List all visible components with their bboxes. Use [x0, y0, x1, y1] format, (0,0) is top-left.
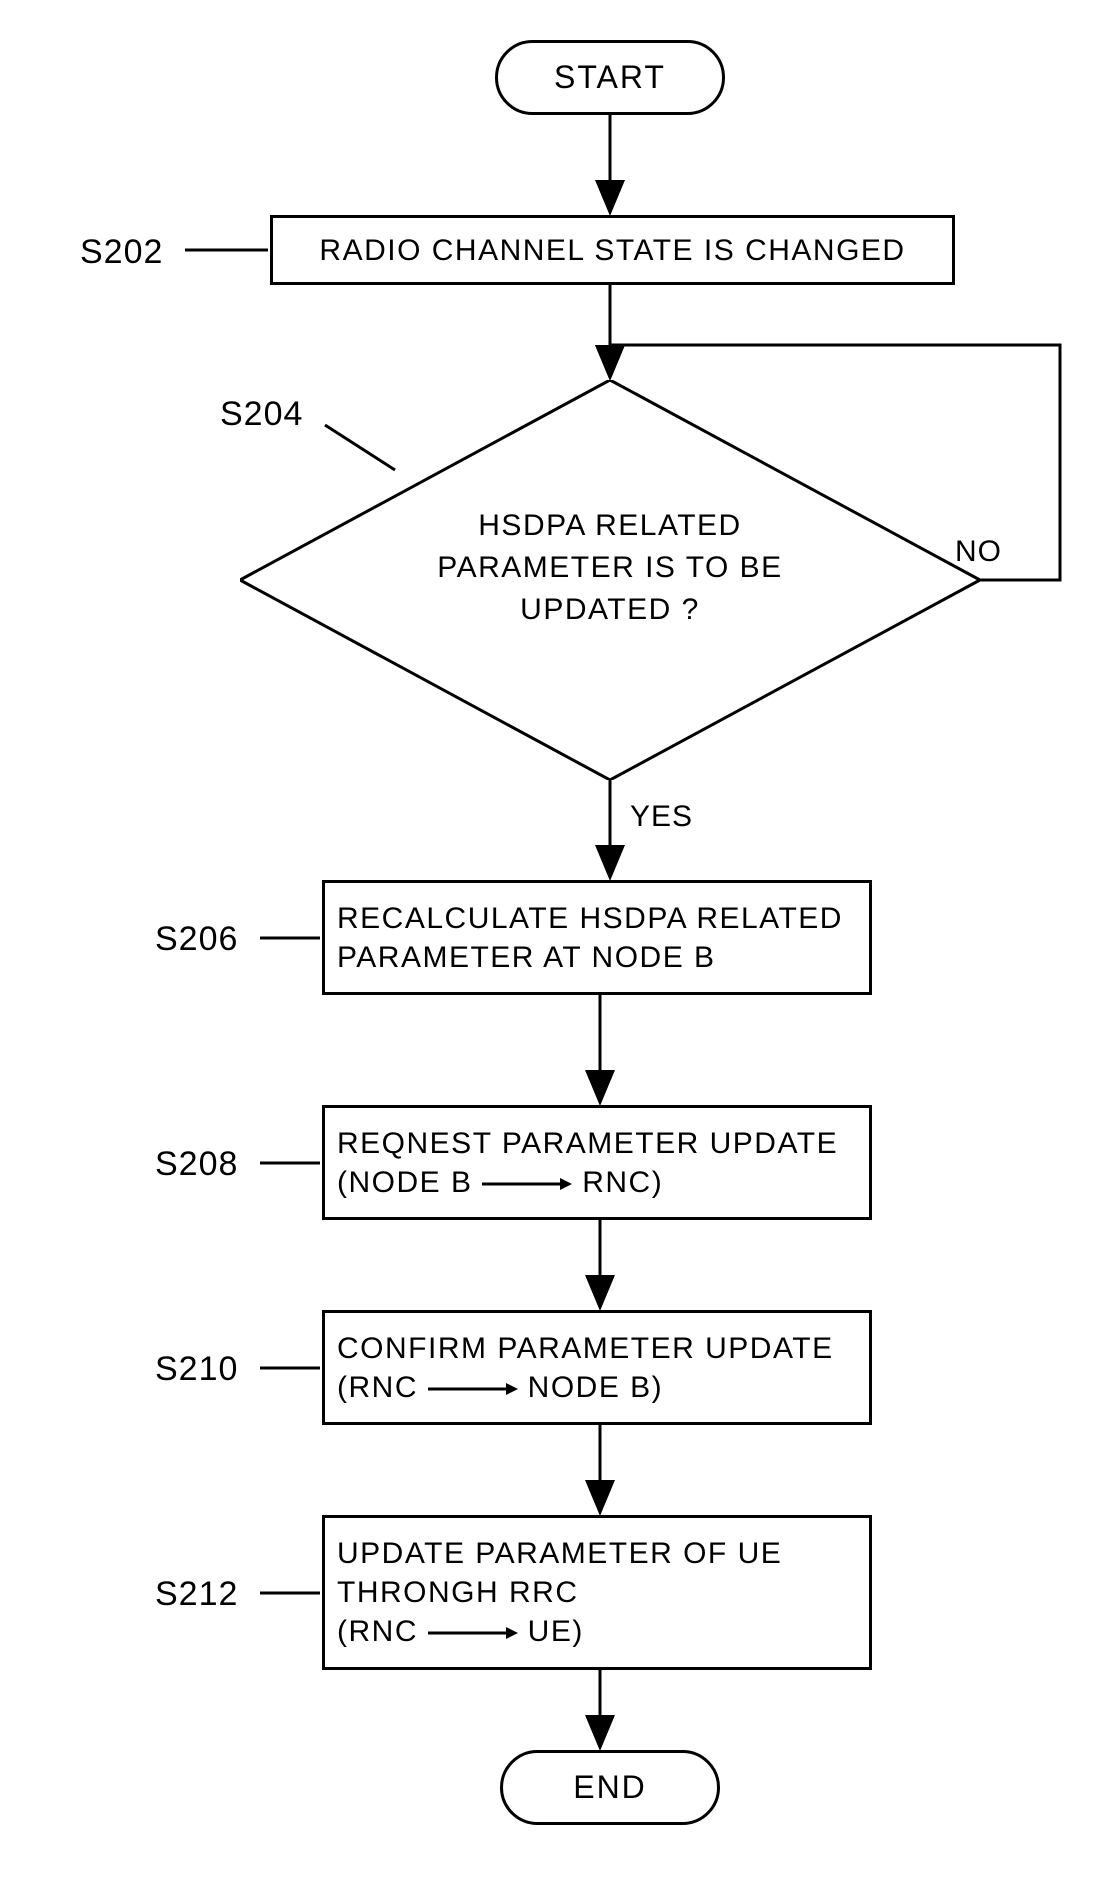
edge-label-yes: YES	[630, 800, 693, 834]
step-s212-line2: THRONGH RRC	[337, 1573, 579, 1612]
terminal-end: END	[500, 1750, 720, 1825]
step-s210-line1: CONFIRM PARAMETER UPDATE	[337, 1329, 834, 1368]
terminal-start-label: START	[554, 59, 666, 96]
terminal-end-label: END	[573, 1769, 647, 1806]
step-s212-line1: UPDATE PARAMETER OF UE	[337, 1534, 782, 1573]
label-s208: S208	[155, 1145, 238, 1184]
step-s208: REQNEST PARAMETER UPDATE (NODE B RNC)	[322, 1105, 872, 1220]
step-s202: RADIO CHANNEL STATE IS CHANGED	[270, 215, 955, 285]
decision-s204: HSDPA RELATED PARAMETER IS TO BE UPDATED…	[240, 380, 980, 780]
step-s208-line2: (NODE B RNC)	[337, 1163, 663, 1202]
edge-label-no: NO	[955, 535, 1002, 569]
step-s212-line3: (RNC UE)	[337, 1612, 584, 1651]
decision-s204-text: HSDPA RELATED PARAMETER IS TO BE UPDATED…	[240, 505, 980, 631]
label-s206: S206	[155, 920, 238, 959]
decision-line3: UPDATED ?	[240, 589, 980, 631]
flowchart-canvas: START RADIO CHANNEL STATE IS CHANGED HSD…	[0, 0, 1114, 1888]
terminal-start: START	[495, 40, 725, 115]
step-s210-line2: (RNC NODE B)	[337, 1368, 663, 1407]
step-s206: RECALCULATE HSDPA RELATED PARAMETER AT N…	[322, 880, 872, 995]
label-s202: S202	[80, 233, 163, 272]
decision-line1: HSDPA RELATED	[240, 505, 980, 547]
step-s208-line1: REQNEST PARAMETER UPDATE	[337, 1124, 838, 1163]
step-s202-text: RADIO CHANNEL STATE IS CHANGED	[319, 231, 905, 270]
step-s212: UPDATE PARAMETER OF UE THRONGH RRC (RNC …	[322, 1515, 872, 1670]
step-s210: CONFIRM PARAMETER UPDATE (RNC NODE B)	[322, 1310, 872, 1425]
decision-line2: PARAMETER IS TO BE	[240, 547, 980, 589]
step-s206-line2: PARAMETER AT NODE B	[337, 938, 716, 977]
label-s204: S204	[220, 395, 303, 434]
label-s210: S210	[155, 1350, 238, 1389]
step-s206-line1: RECALCULATE HSDPA RELATED	[337, 899, 843, 938]
label-s212: S212	[155, 1575, 238, 1614]
